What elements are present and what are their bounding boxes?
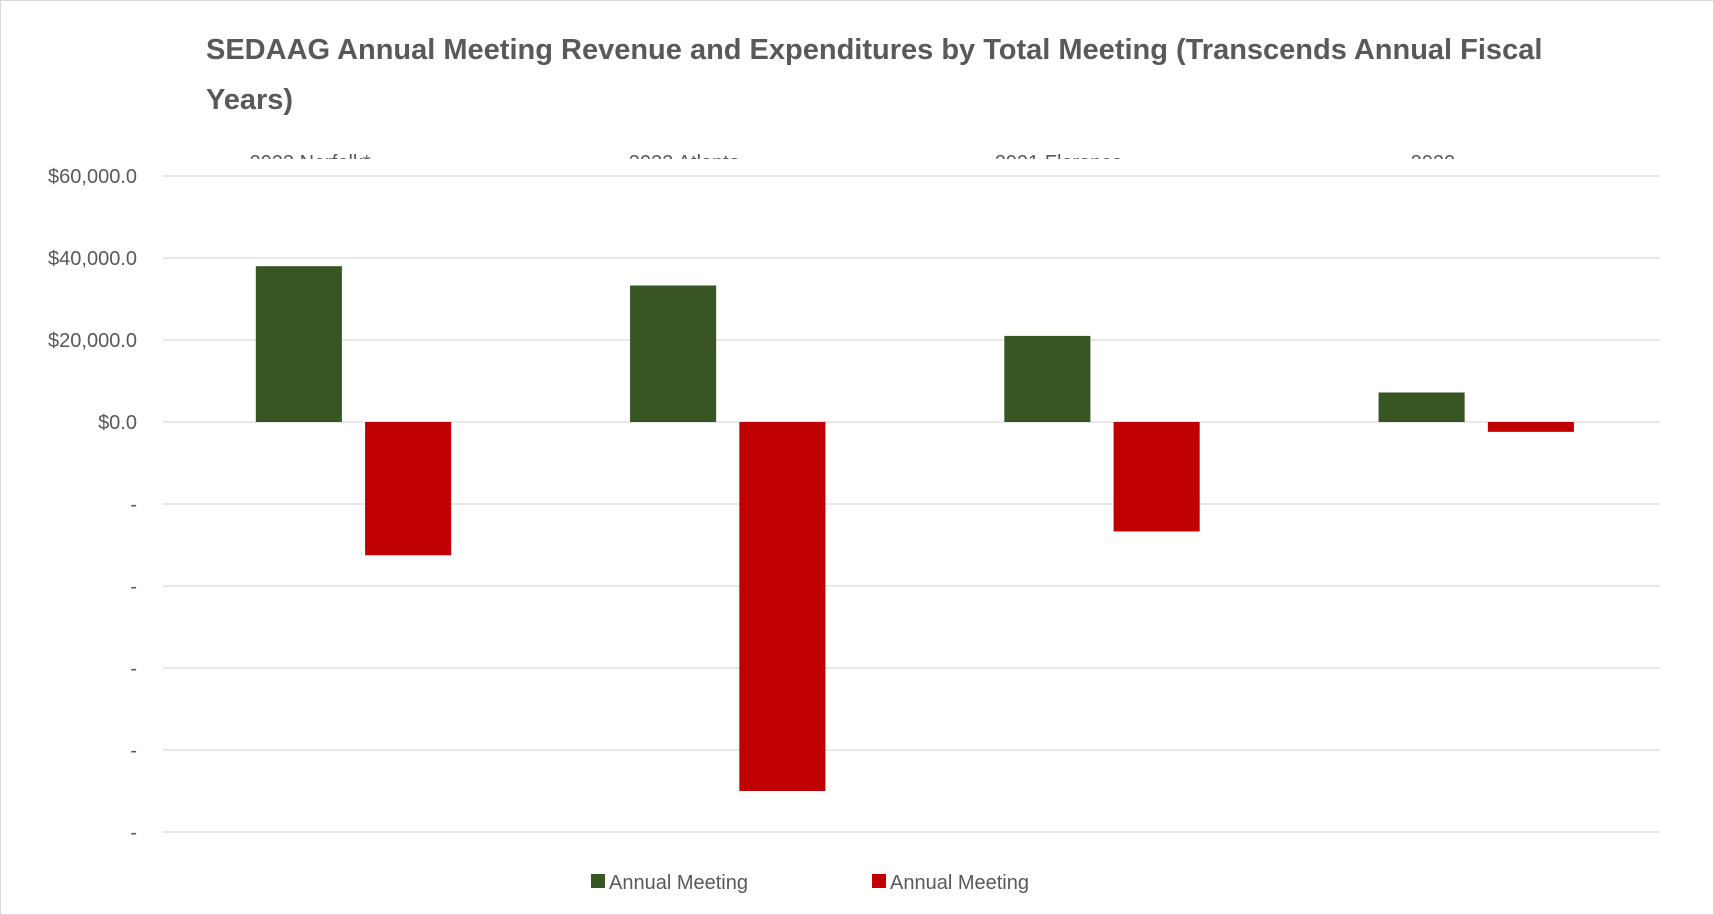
x-tick-label: 2022 Atlanta — [629, 152, 741, 174]
bar — [630, 285, 717, 422]
x-tick-label: 2020 — [1411, 152, 1456, 174]
y-tick-label: - — [130, 822, 137, 844]
legend-label: Annual Meeting — [609, 872, 748, 894]
bar — [1113, 422, 1200, 532]
bar — [1487, 422, 1574, 432]
bar — [365, 422, 452, 556]
y-tick-label: $20,000.0 — [48, 330, 137, 352]
y-tick-label: - — [130, 740, 137, 762]
y-tick-label: $0.0 — [98, 412, 137, 434]
y-tick-label: - — [130, 494, 137, 516]
legend-swatch — [872, 874, 886, 888]
bar — [1004, 335, 1091, 422]
y-tick-label: - — [130, 658, 137, 680]
chart-title: SEDAAG Annual Meeting Revenue and Expend… — [206, 34, 1543, 116]
bar — [739, 422, 826, 791]
legend-swatch — [591, 874, 605, 888]
y-tick-label: - — [130, 576, 137, 598]
x-tick-label: 2021 Florence — [995, 152, 1123, 174]
x-tick-label: 2023 Norfolk* — [250, 152, 371, 174]
y-tick-label: $60,000.0 — [48, 166, 137, 188]
bar — [255, 266, 342, 422]
legend-label: Annual Meeting — [890, 872, 1029, 894]
bar — [1378, 392, 1465, 422]
y-tick-label: $40,000.0 — [48, 248, 137, 270]
